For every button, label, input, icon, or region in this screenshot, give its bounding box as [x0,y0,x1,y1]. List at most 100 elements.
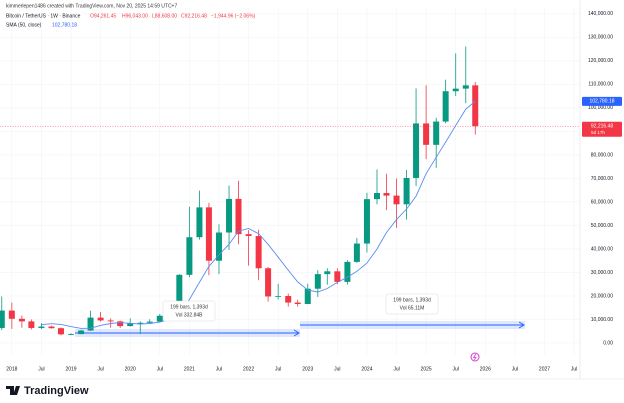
change: −1,944.96 (−2.06%) [211,13,256,19]
range-volume: Vol 332.84B [176,312,204,318]
x-tick-label: 2022 [243,366,254,372]
x-tick-label: Jul [97,366,103,372]
candle-body [48,326,55,329]
arrow-head [518,321,525,329]
candle-body [87,317,94,331]
candle-body [472,85,479,127]
price-tag [582,121,622,137]
x-tick-label: 2025 [421,366,432,372]
candle-body [68,334,75,335]
y-tick-label: 20,000.00 [591,293,613,299]
y-tick-label: 30,000.00 [591,270,613,276]
candle-body [383,193,390,196]
event-icon[interactable] [470,352,480,362]
x-tick-label: 2021 [184,366,195,372]
x-tick-label: Jul [275,366,281,372]
candle-body [363,199,370,244]
candle-body [324,271,331,275]
candle-body [255,236,262,269]
y-tick-label: 110,000.00 [588,82,613,88]
credit: kimmerlepen1486 created with TradingView… [6,3,177,9]
candle-body [28,321,35,328]
candle-body [442,91,449,122]
candle-body [235,198,242,235]
candle-body [423,123,430,145]
candle-body [403,177,410,205]
candle-body [314,274,321,289]
open: O94,261.45 [90,13,116,19]
candle-body [107,320,114,322]
range-volume: Vol 65.11M [400,305,425,311]
candle-body [127,323,134,327]
y-tick-label: 10,000.00 [591,317,613,323]
candle-body [78,330,85,335]
countdown: 5d 17h [591,130,605,135]
sma-tag [582,96,622,106]
candle-body [8,310,15,319]
symbol: Bitcoin / TetherUS · 1W · Binance [6,13,81,19]
y-tick-label: 0.00 [603,340,613,346]
candle-body [97,317,104,321]
candle-body [304,288,311,304]
sma-tag-label: 102,780.18 [589,99,614,105]
x-tick-label: Jul [571,366,577,372]
candle-body [38,326,45,328]
candle-body [176,274,183,311]
grid [0,8,580,355]
y-tick-label: 50,000.00 [591,223,613,229]
price-tag-label: 92,216.48 [591,124,613,130]
x-tick-label: Jul [453,366,459,372]
candle-body [452,88,459,92]
plot [0,46,479,336]
candle-body [57,328,64,335]
x-tick-label: 2019 [65,366,76,372]
y-tick-label: 140,000.00 [588,11,613,17]
candle-body [226,198,233,233]
candle-body [186,237,193,275]
candle-body [433,121,440,145]
candle-body [156,315,163,322]
event-bolt [472,353,477,361]
candle-body [393,195,400,205]
high: H96,043.00 [122,13,148,19]
x-tick-label: Jul [512,366,518,372]
candle-body [334,271,341,282]
x-tick-label: 2020 [125,366,136,372]
x-tick-label: 2026 [480,366,491,372]
candle-body [413,123,420,178]
candle-body [462,85,469,89]
range-bars: 199 bars, 1,393d [393,297,431,303]
y-tick-label: 70,000.00 [591,176,613,182]
candle-body [265,268,272,297]
indicator: SMA (50, close) [6,22,42,28]
x-tick-label: 2027 [539,366,550,372]
range-bars: 199 bars, 1,393d [170,304,208,310]
candle-body [215,232,222,261]
candle-body [205,207,212,261]
candle-body [344,261,351,282]
candle-body [294,302,301,304]
range-label [385,293,439,315]
close: C92,216.48 [181,13,207,19]
candle-body [196,207,203,238]
x-tick-label: Jul [157,366,163,372]
indicator-value: 102,780.18 [52,22,77,28]
candle-body [285,295,292,303]
y-tick-label: 120,000.00 [588,58,613,64]
x-tick-label: 2018 [6,366,17,372]
x-tick-label: 2023 [302,366,313,372]
candle-body [374,193,380,200]
x-tick-label: Jul [216,366,222,372]
brand: TradingView [24,385,89,397]
candle-body [146,321,153,323]
candle-body [353,243,360,262]
low: L88,608.00 [152,13,177,19]
x-tick-label: Jul [38,366,44,372]
range-label [162,300,216,322]
x-tick-label: Jul [393,366,399,372]
y-tick-label: 100,000.00 [588,105,613,111]
x-tick-label: 2024 [361,366,372,372]
candle-body [245,234,252,237]
